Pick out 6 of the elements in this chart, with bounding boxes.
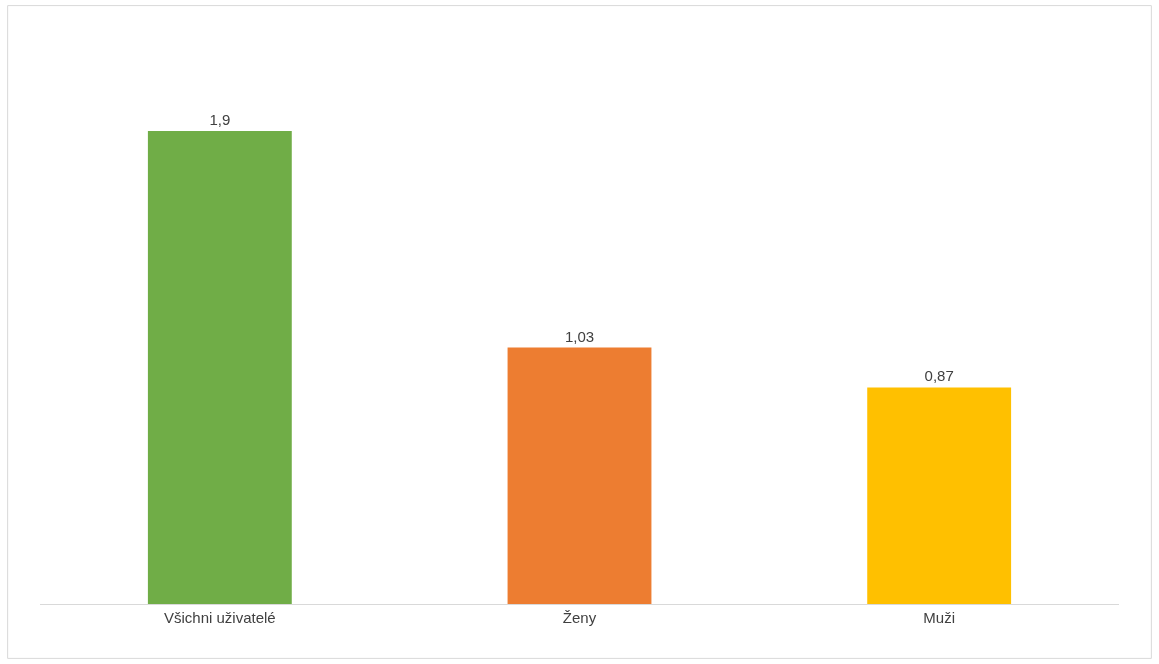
data-label: 1,9	[209, 110, 231, 128]
x-tick-label: Všichni uživatelé	[163, 609, 276, 626]
x-tick-label: Muži	[923, 609, 956, 626]
x-tick-label: Ženy	[562, 609, 597, 626]
data-label: 1,03	[564, 327, 595, 345]
data-label: 0,87	[924, 367, 954, 385]
